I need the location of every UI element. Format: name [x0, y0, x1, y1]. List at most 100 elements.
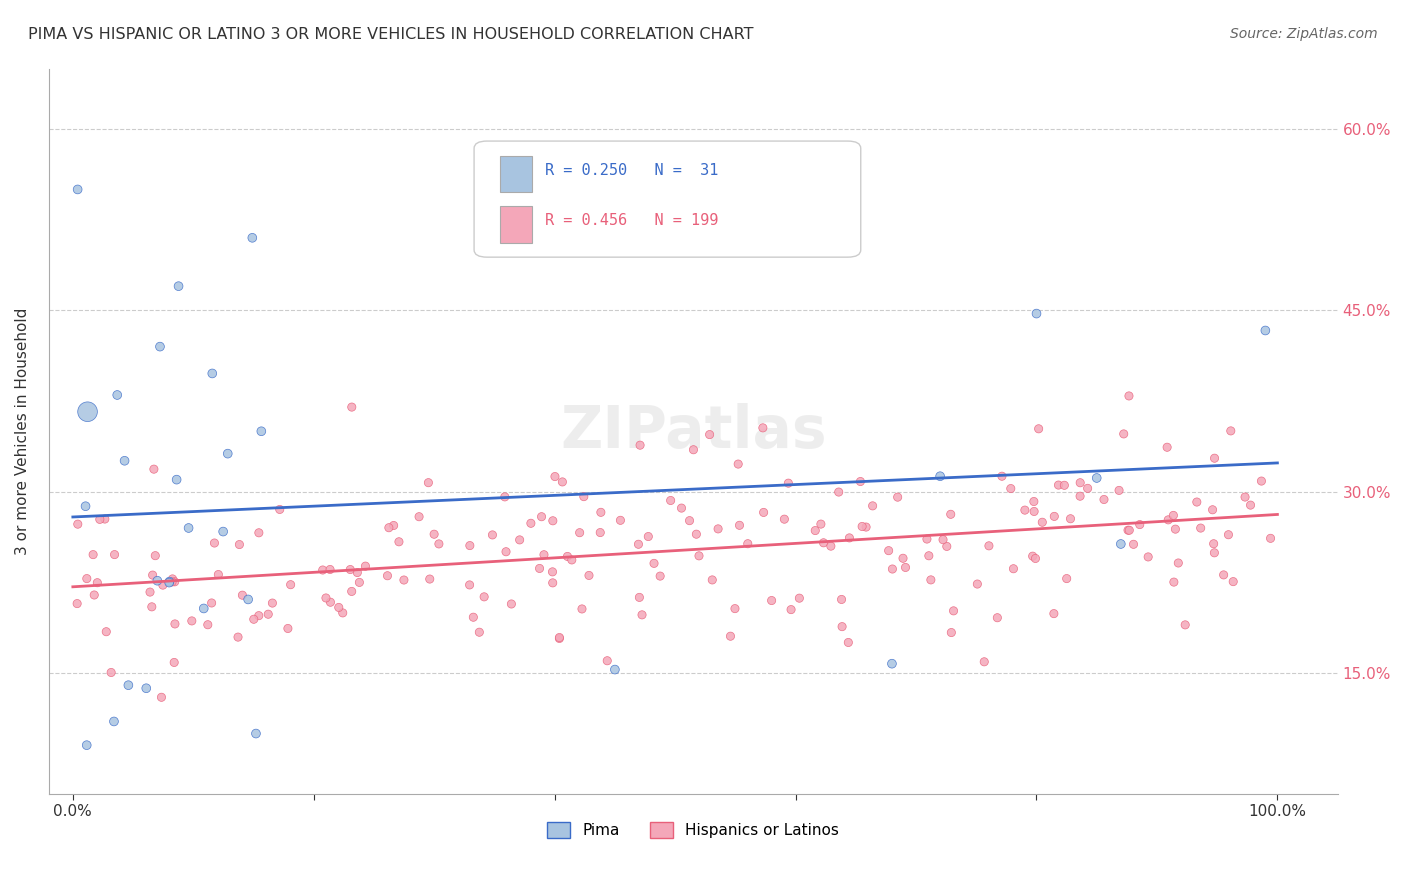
Point — [201, 596, 224, 610]
Point — [332, 606, 354, 620]
Point — [628, 591, 651, 605]
Point — [572, 490, 595, 504]
Point — [986, 611, 1008, 625]
Point — [149, 340, 172, 354]
Point — [277, 622, 299, 636]
Point — [89, 512, 111, 526]
Point — [880, 657, 903, 671]
Point — [76, 572, 98, 586]
Point — [548, 631, 571, 645]
Point — [139, 585, 162, 599]
Point — [247, 525, 270, 540]
Point — [76, 738, 98, 752]
Point — [100, 665, 122, 680]
Point — [1250, 474, 1272, 488]
Point — [1201, 502, 1223, 516]
Point — [520, 516, 543, 531]
Point — [828, 485, 851, 500]
Point — [141, 599, 163, 614]
Point — [578, 568, 600, 582]
Point — [163, 574, 186, 589]
Point — [1024, 551, 1046, 566]
Point — [481, 528, 503, 542]
Point — [678, 514, 700, 528]
Point — [105, 388, 128, 402]
Point — [458, 578, 481, 592]
Point — [831, 592, 853, 607]
Point — [328, 600, 350, 615]
Point — [737, 537, 759, 551]
Point — [544, 469, 567, 483]
Point — [242, 612, 264, 626]
Point — [752, 505, 775, 519]
Point — [83, 588, 105, 602]
Point — [1002, 562, 1025, 576]
Point — [117, 678, 139, 692]
Point — [596, 654, 619, 668]
Point — [820, 539, 842, 553]
Point — [685, 527, 707, 541]
Point — [707, 522, 730, 536]
Point — [1024, 504, 1046, 518]
Point — [942, 604, 965, 618]
Point — [1164, 522, 1187, 536]
Point — [548, 632, 571, 646]
Point — [494, 490, 516, 504]
Point — [966, 577, 988, 591]
Point — [458, 539, 481, 553]
Point — [1000, 482, 1022, 496]
Point — [339, 562, 361, 576]
Point — [688, 549, 710, 563]
Point — [628, 438, 651, 452]
Point — [319, 562, 342, 576]
Point — [568, 525, 591, 540]
Text: R = 0.250   N =  31: R = 0.250 N = 31 — [546, 162, 718, 178]
Point — [135, 681, 157, 696]
Point — [724, 601, 747, 615]
Point — [837, 635, 859, 649]
Point — [245, 726, 267, 740]
Point — [935, 540, 957, 554]
Point — [939, 508, 962, 522]
Point — [728, 518, 751, 533]
Point — [408, 509, 430, 524]
Point — [1218, 527, 1240, 541]
Point — [977, 539, 1000, 553]
Point — [1069, 489, 1091, 503]
Point — [973, 655, 995, 669]
Point — [346, 566, 368, 580]
Point — [204, 536, 226, 550]
Point — [778, 476, 800, 491]
Point — [463, 610, 485, 624]
Point — [349, 575, 371, 590]
Point — [1204, 451, 1226, 466]
Point — [1189, 521, 1212, 535]
Point — [262, 596, 284, 610]
Point — [236, 592, 259, 607]
Point — [804, 524, 827, 538]
Point — [1174, 618, 1197, 632]
Point — [991, 469, 1014, 483]
Point — [1129, 517, 1152, 532]
Point — [849, 475, 872, 489]
Point — [682, 442, 704, 457]
Point — [838, 531, 860, 545]
Y-axis label: 3 or more Vehicles in Household: 3 or more Vehicles in Household — [15, 308, 30, 555]
Point — [1069, 475, 1091, 490]
Point — [1053, 478, 1076, 492]
Point — [1234, 490, 1257, 504]
Point — [150, 690, 173, 705]
Point — [495, 545, 517, 559]
Point — [142, 568, 165, 582]
Point — [882, 562, 904, 576]
Point — [659, 493, 682, 508]
Point — [231, 588, 253, 602]
Point — [699, 427, 721, 442]
Point — [96, 624, 118, 639]
Point — [1118, 523, 1140, 537]
Legend: Pima, Hispanics or Latinos: Pima, Hispanics or Latinos — [541, 816, 845, 845]
FancyBboxPatch shape — [474, 141, 860, 257]
Point — [631, 607, 654, 622]
Point — [551, 475, 574, 489]
Point — [212, 524, 235, 539]
